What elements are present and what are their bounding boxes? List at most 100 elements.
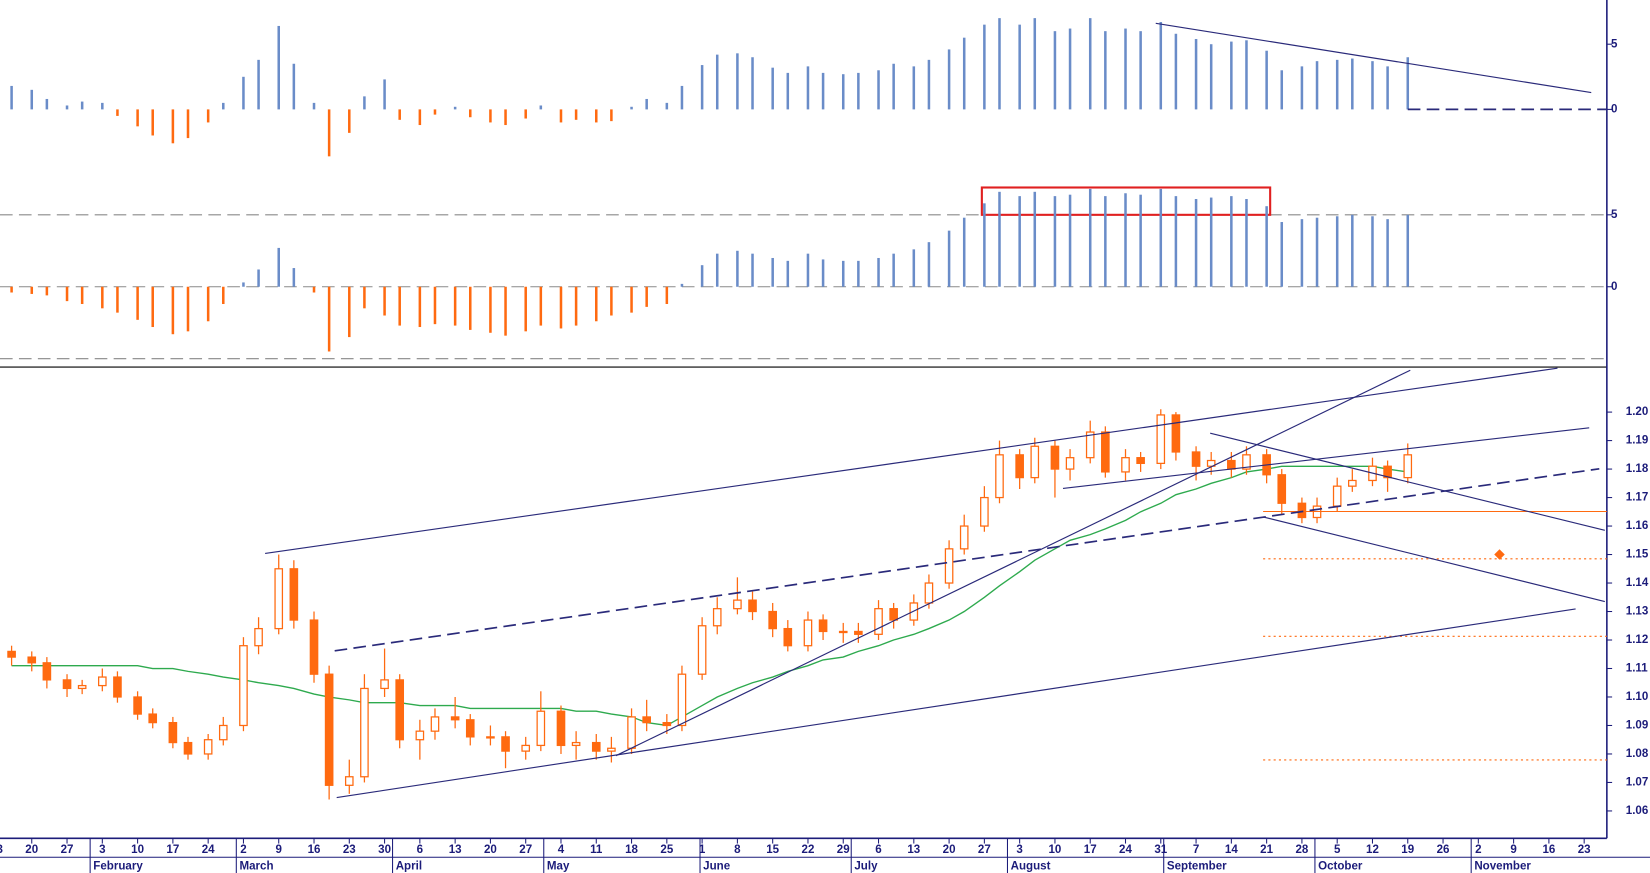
- trend-line: [334, 467, 1600, 652]
- month-label: July: [854, 861, 878, 873]
- candle-body: [783, 627, 793, 647]
- candle-body: [1030, 445, 1040, 479]
- histogram-bar: [1386, 219, 1389, 287]
- histogram-bar: [645, 98, 648, 110]
- y-tick-label: 1.20: [1626, 406, 1649, 418]
- candle-body: [77, 684, 87, 690]
- month-label: June: [703, 861, 731, 873]
- histogram-bar: [700, 65, 704, 110]
- candle-body: [1156, 414, 1166, 465]
- histogram-bar: [1159, 188, 1163, 287]
- histogram-bar: [1088, 188, 1092, 287]
- x-tick-label: 9: [276, 844, 282, 856]
- x-tick-label: 5: [1334, 844, 1341, 856]
- histogram-bar: [30, 89, 34, 110]
- histogram-bar: [821, 72, 825, 110]
- histogram-bar: [151, 286, 154, 328]
- histogram-bar: [786, 260, 790, 287]
- histogram-bar: [171, 109, 175, 144]
- histogram-bar: [1351, 214, 1354, 287]
- histogram-bar: [1371, 216, 1374, 287]
- x-tick-label: 13: [907, 844, 920, 856]
- histogram-bar: [327, 109, 331, 157]
- histogram-bar: [222, 286, 225, 305]
- histogram-bar: [151, 109, 154, 136]
- candle-body: [1348, 479, 1357, 487]
- histogram-bar: [559, 286, 563, 329]
- y-tick-label: 1.08: [1626, 748, 1649, 760]
- histogram-bar: [947, 49, 951, 110]
- histogram-bar: [877, 257, 880, 287]
- candle-body: [874, 608, 883, 635]
- x-tick-label: 10: [131, 844, 144, 856]
- month-label: March: [239, 861, 273, 873]
- histogram-bar: [610, 109, 613, 122]
- candle-body: [627, 716, 636, 749]
- month-label: August: [1011, 861, 1051, 873]
- candle-body: [662, 721, 672, 727]
- histogram-bar: [912, 66, 916, 110]
- candle-body: [380, 679, 389, 690]
- histogram-bar: [292, 268, 296, 287]
- histogram-bar: [433, 286, 437, 325]
- x-tick-label: 20: [943, 844, 956, 856]
- histogram-bar: [1209, 197, 1213, 287]
- candle-body: [486, 736, 495, 739]
- histogram-bar: [665, 102, 669, 110]
- candle-body: [42, 662, 52, 681]
- histogram-bar: [1104, 196, 1107, 287]
- candle-body: [113, 676, 122, 698]
- x-tick-label: 24: [202, 844, 215, 856]
- histogram-bar: [468, 286, 472, 330]
- histogram-bar: [222, 102, 225, 110]
- histogram-bar: [892, 253, 895, 287]
- histogram-bar: [912, 249, 916, 287]
- histogram-bar: [1018, 24, 1021, 110]
- candle-body: [1227, 459, 1236, 470]
- y-tick-label: 1.14: [1626, 577, 1649, 589]
- histogram-bar: [45, 286, 49, 296]
- histogram-bar: [418, 109, 422, 126]
- histogram-bar: [715, 54, 719, 110]
- histogram-bar: [1174, 196, 1178, 287]
- candle-body: [854, 630, 863, 635]
- candle-body: [27, 656, 37, 664]
- histogram-bar: [65, 286, 69, 302]
- x-tick-label: 16: [308, 844, 321, 856]
- y-tick-label: 1.11: [1626, 663, 1648, 675]
- candle-body: [1277, 474, 1287, 504]
- histogram-bar: [1280, 70, 1284, 110]
- month-label: May: [547, 861, 570, 873]
- candle-body: [1101, 431, 1110, 473]
- candle-body: [395, 679, 405, 741]
- histogram-bar: [206, 286, 210, 322]
- histogram-bar: [186, 286, 190, 332]
- x-tick-label: 22: [802, 844, 815, 856]
- histogram-bar: [983, 203, 986, 287]
- histogram-bar: [1068, 28, 1072, 110]
- x-tick-label: 27: [61, 844, 74, 856]
- histogram-bar: [630, 106, 633, 110]
- histogram-bar: [453, 106, 457, 110]
- histogram-bar: [257, 269, 260, 287]
- histogram-bar: [877, 70, 880, 110]
- histogram-bar: [857, 260, 860, 287]
- histogram-bar: [771, 257, 774, 287]
- histogram-bar: [1300, 219, 1304, 287]
- histogram-bar: [927, 242, 931, 287]
- x-tick-label: 4: [558, 844, 565, 856]
- histogram-bar: [1033, 18, 1037, 110]
- histogram-bar: [736, 250, 739, 287]
- x-tick-label: 14: [1225, 844, 1238, 856]
- histogram-bar: [186, 109, 190, 139]
- histogram-bar: [962, 217, 966, 287]
- candle-body: [183, 741, 193, 755]
- histogram-bar: [1245, 40, 1248, 110]
- candle-body: [360, 687, 369, 778]
- candle-body: [274, 568, 284, 630]
- histogram-bar: [489, 286, 492, 333]
- histogram-bar: [80, 101, 84, 110]
- histogram-bar: [363, 286, 366, 309]
- histogram-bar: [1124, 28, 1127, 110]
- histogram-bar: [1194, 38, 1198, 110]
